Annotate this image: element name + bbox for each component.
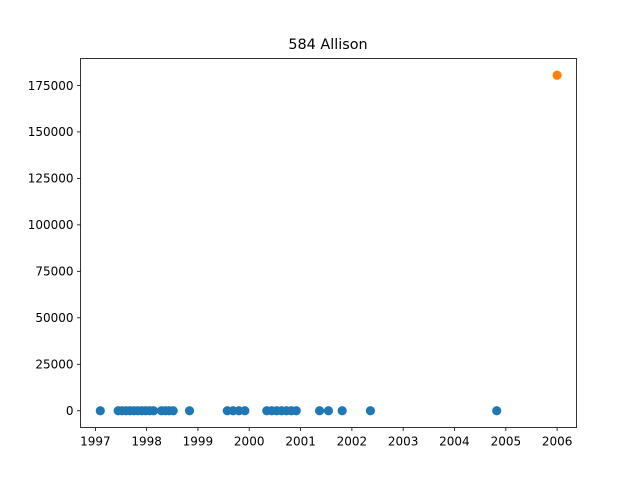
x-tick-label: 1998 (131, 435, 162, 449)
scatter-point (240, 406, 250, 416)
scatter-point (184, 406, 195, 416)
axis-ticks: 1997 1998 1999 2000 2001 2002 2003 2004 2005 2006… (28, 79, 573, 449)
scatter-point (291, 406, 301, 416)
x-tick-label: 1997 (80, 435, 111, 449)
x-tick-label: 2004 (439, 435, 470, 449)
y-tick-label: 25000 (35, 358, 73, 372)
x-tick-label: 2000 (234, 435, 265, 449)
y-tick-label: 175000 (28, 79, 74, 93)
scatter-point (95, 406, 105, 416)
y-tick-label: 50000 (35, 311, 73, 325)
x-tick-label: 2005 (491, 435, 522, 449)
y-tick-label: 100000 (28, 218, 74, 232)
chart-title: 584 Allison (288, 37, 367, 53)
x-tick-label: 2003 (388, 435, 419, 449)
plot-area-frame (80, 58, 577, 428)
x-tick-label: 2002 (337, 435, 368, 449)
x-tick-label: 2001 (285, 435, 316, 449)
x-tick-label: 2006 (542, 435, 573, 449)
scatter-point (365, 406, 376, 416)
scatter-point (323, 406, 334, 416)
y-tick-label: 0 (66, 404, 74, 418)
y-tick-label: 150000 (28, 125, 74, 139)
scatter-point (148, 406, 159, 416)
highlighted-scatter-point (552, 70, 562, 80)
x-tick-label: 1999 (183, 435, 214, 449)
scatter-point (337, 406, 347, 416)
scatter-point (492, 406, 502, 416)
scatter-point (168, 406, 178, 416)
scatter-point (314, 406, 325, 416)
y-tick-label: 75000 (35, 265, 73, 279)
y-tick-label: 125000 (28, 172, 74, 186)
data-points (95, 70, 562, 416)
